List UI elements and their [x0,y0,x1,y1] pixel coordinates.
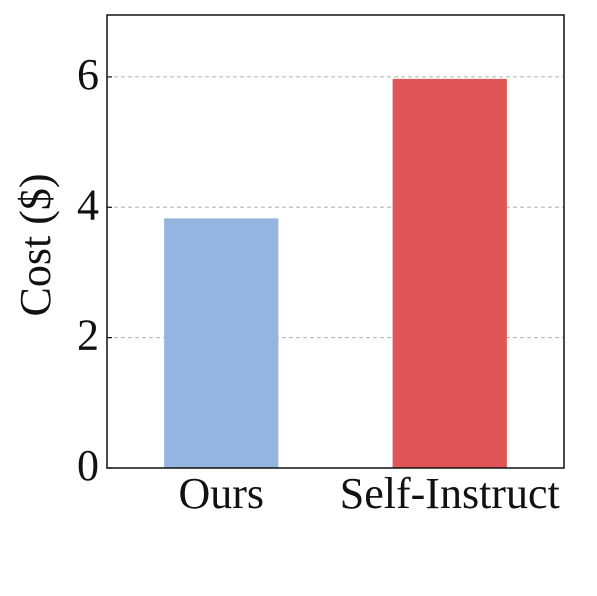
y-tick-label: 4 [77,180,99,229]
bar [392,78,507,469]
y-tick-label: 6 [77,50,99,99]
x-tick-label: Self-Instruct [340,469,560,518]
y-tick-label: 2 [77,311,99,360]
y-tick-label: 0 [77,441,99,490]
x-tick-label: Ours [178,469,264,518]
bar [164,218,279,468]
plot-area: 0 2 4 6 Ours Self-Instruct [77,50,564,518]
y-axis-label: Cost ($) [11,174,60,317]
axes-frame [106,14,565,469]
